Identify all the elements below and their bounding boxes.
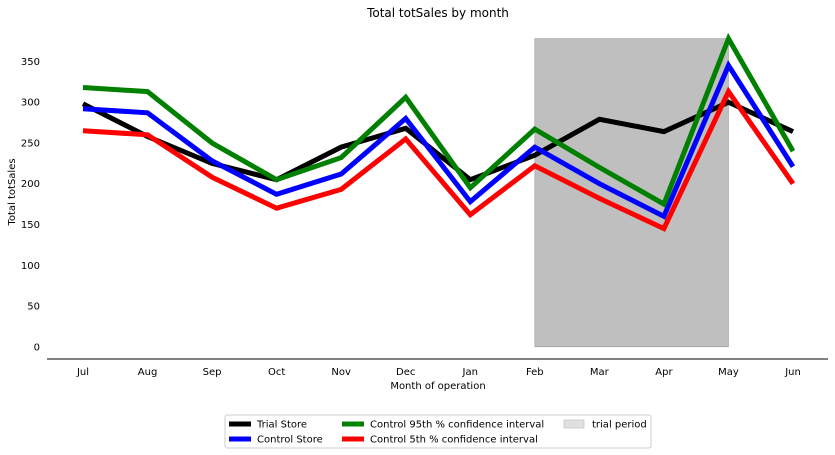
x-axis-title: Month of operation bbox=[390, 381, 485, 392]
y-tick-label: 350 bbox=[21, 57, 40, 68]
x-tick-label: Dec bbox=[396, 367, 415, 378]
chart-title: Total totSales by month bbox=[366, 6, 509, 20]
legend-frame bbox=[224, 414, 652, 449]
x-tick-label: May bbox=[718, 367, 739, 378]
shade-layer bbox=[534, 38, 729, 348]
x-tick-label: Jul bbox=[76, 367, 89, 378]
x-tick-label: Jan bbox=[462, 367, 478, 378]
x-tick-label: Oct bbox=[268, 367, 285, 378]
y-tick-labels: 0 50 100 150 200 250 300 350 bbox=[21, 57, 40, 353]
y-tick-label: 200 bbox=[21, 179, 40, 190]
x-tick-label: Apr bbox=[655, 367, 673, 378]
series-line-1 bbox=[81, 99, 795, 183]
series-layer bbox=[81, 32, 796, 232]
series-line-4 bbox=[82, 86, 796, 232]
x-tick-label: Mar bbox=[590, 367, 610, 378]
series-line-3 bbox=[82, 32, 796, 208]
legend-label-2: Control Store bbox=[257, 435, 323, 446]
y-tick-label: 100 bbox=[21, 261, 40, 272]
x-tick-label: Sep bbox=[203, 367, 222, 378]
legend-label-4: Control 5th % confidence interval bbox=[370, 435, 538, 446]
trial-period-region bbox=[534, 38, 729, 348]
y-tick-label: 150 bbox=[21, 220, 40, 231]
series-line-2 bbox=[82, 60, 796, 220]
legend-swatch-trial-period bbox=[563, 419, 585, 429]
y-axis-title: Total totSales bbox=[7, 158, 18, 226]
x-tick-label: Jun bbox=[784, 367, 801, 378]
x-tick-label: Nov bbox=[331, 367, 351, 378]
x-tick-labels: Jul Aug Sep Oct Nov Dec Jan Feb Mar Apr May Jun bbox=[76, 367, 801, 378]
legend-label-3: Control 95th % confidence interval bbox=[370, 420, 544, 431]
legend: Trial Store Control Store Control 95th % c… bbox=[224, 414, 652, 449]
y-tick-label: 300 bbox=[21, 98, 40, 109]
x-tick-label: Feb bbox=[526, 367, 544, 378]
y-tick-label: 250 bbox=[21, 138, 40, 149]
legend-label-5: trial period bbox=[592, 420, 647, 431]
legend-label-1: Trial Store bbox=[256, 420, 307, 431]
x-tick-label: Aug bbox=[138, 367, 158, 378]
y-tick-label: 0 bbox=[34, 342, 40, 353]
y-tick-label: 50 bbox=[27, 302, 40, 313]
